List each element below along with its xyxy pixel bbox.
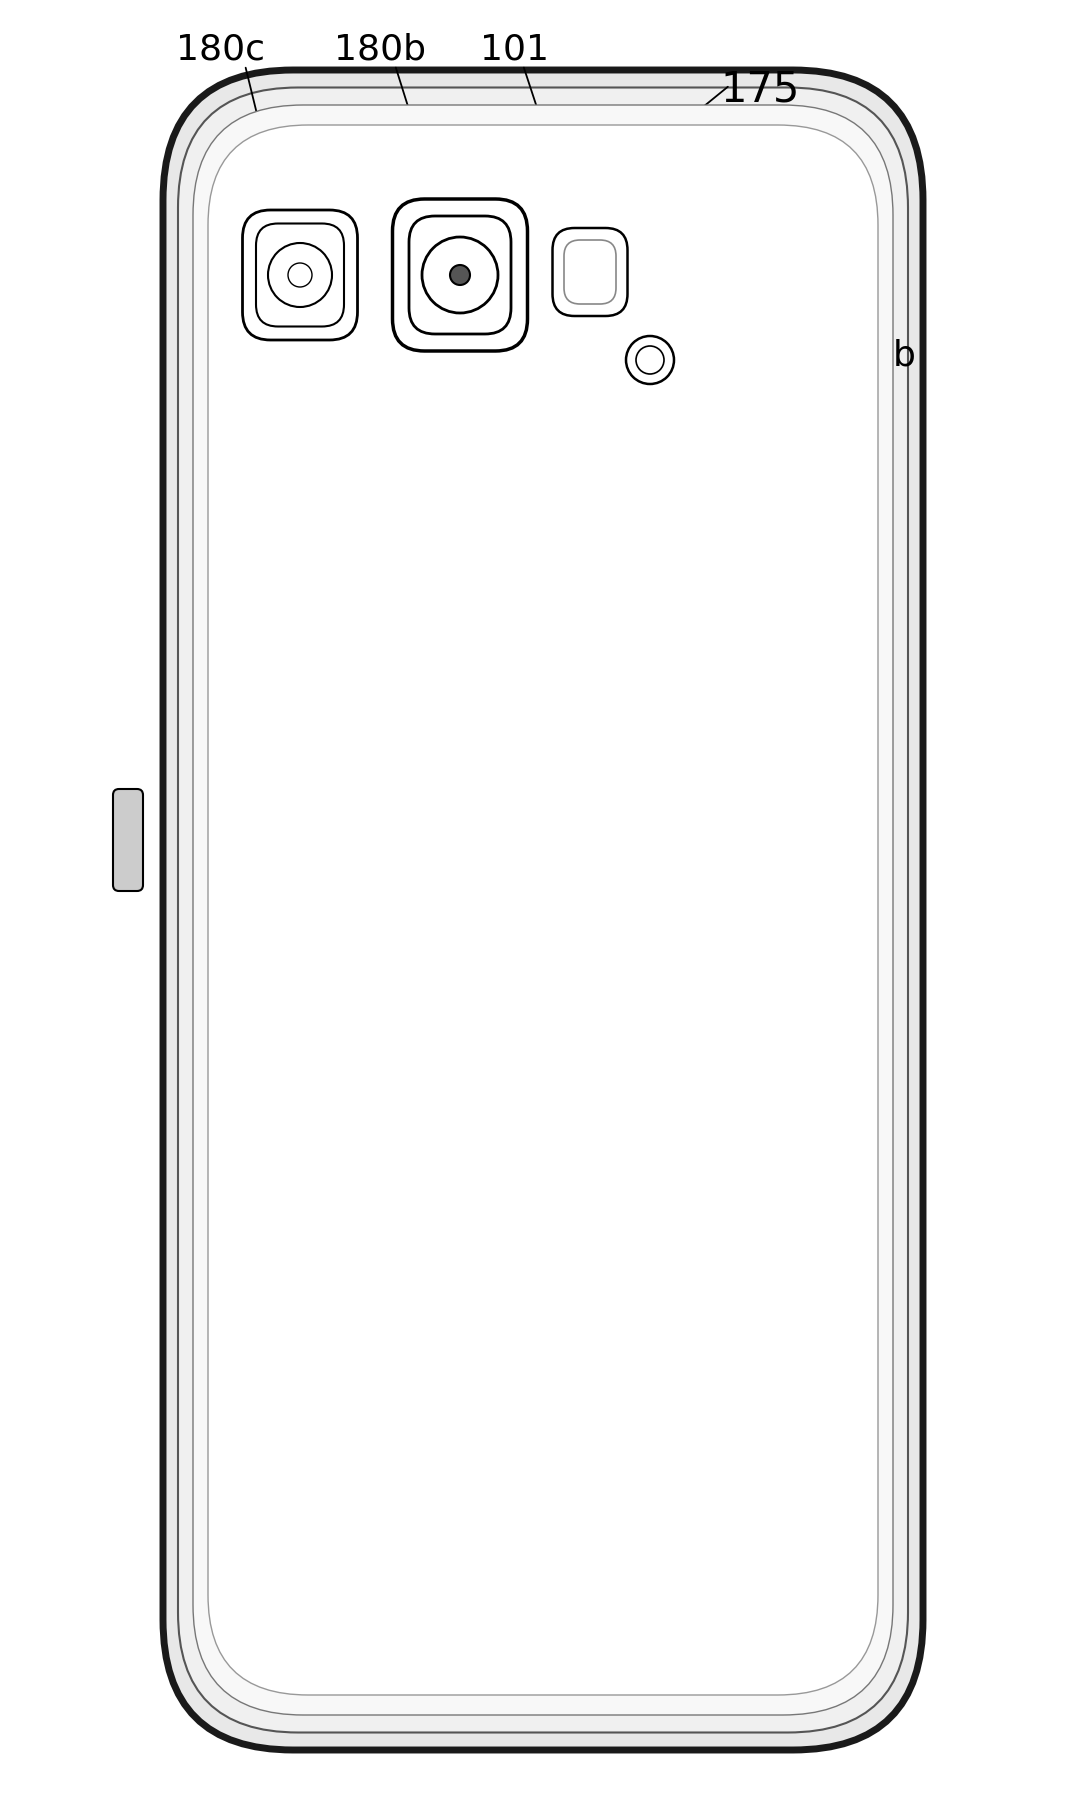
Circle shape bbox=[636, 346, 664, 373]
FancyBboxPatch shape bbox=[242, 209, 357, 340]
Circle shape bbox=[268, 244, 332, 308]
Circle shape bbox=[450, 266, 470, 286]
FancyBboxPatch shape bbox=[113, 790, 143, 892]
FancyBboxPatch shape bbox=[392, 198, 528, 351]
FancyBboxPatch shape bbox=[564, 240, 616, 304]
FancyBboxPatch shape bbox=[256, 224, 344, 326]
FancyBboxPatch shape bbox=[209, 126, 877, 1694]
Text: 175: 175 bbox=[720, 69, 799, 111]
FancyBboxPatch shape bbox=[553, 228, 628, 317]
Circle shape bbox=[288, 264, 312, 288]
Text: 180b: 180b bbox=[334, 33, 426, 67]
FancyBboxPatch shape bbox=[193, 106, 893, 1714]
FancyBboxPatch shape bbox=[163, 69, 923, 1751]
Text: 101: 101 bbox=[480, 33, 550, 67]
Circle shape bbox=[422, 237, 498, 313]
FancyBboxPatch shape bbox=[178, 87, 908, 1733]
Circle shape bbox=[626, 337, 674, 384]
FancyBboxPatch shape bbox=[409, 217, 512, 335]
Text: 180c: 180c bbox=[176, 33, 265, 67]
Text: 170b: 170b bbox=[824, 339, 915, 371]
